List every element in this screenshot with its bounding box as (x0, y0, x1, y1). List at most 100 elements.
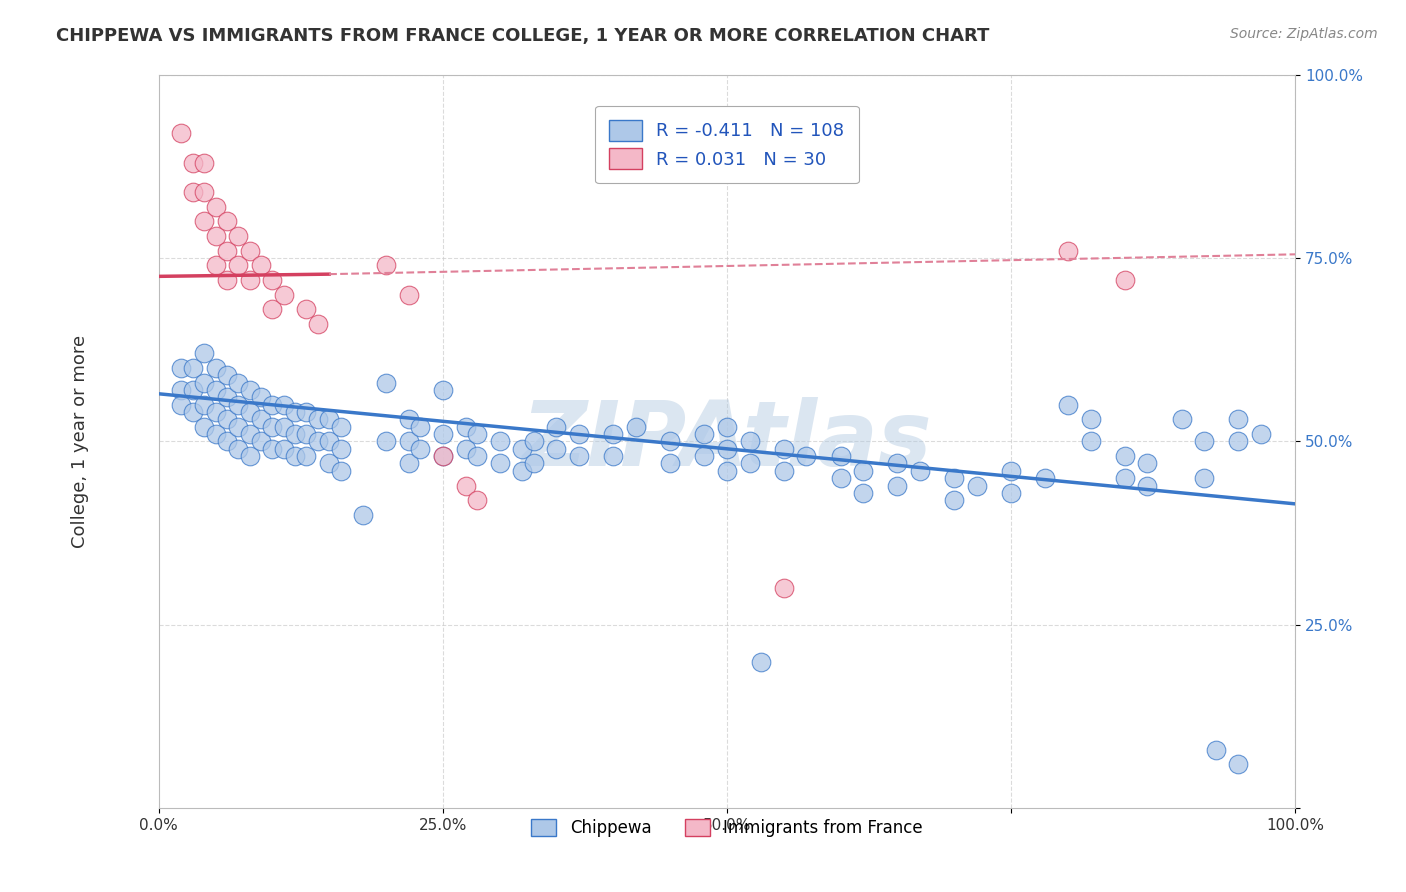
Point (716, 442, 738, 456)
Point (1114, 449, 1136, 463)
Point (1080, 434, 1102, 449)
Point (375, 376, 398, 390)
Point (659, 434, 682, 449)
Point (295, 302, 318, 317)
Point (693, 449, 716, 463)
Point (1057, 398, 1080, 412)
Point (284, 427, 307, 442)
Point (329, 419, 352, 434)
Point (226, 419, 249, 434)
Point (250, 258, 273, 272)
Point (852, 486, 875, 500)
Point (204, 229, 226, 244)
Point (170, 383, 193, 397)
Point (204, 427, 226, 442)
Legend: Chippewa, Immigrants from France: Chippewa, Immigrants from France (524, 813, 929, 844)
Point (830, 471, 852, 485)
Point (250, 412, 273, 426)
Point (307, 412, 329, 426)
Point (170, 398, 193, 412)
Point (1080, 412, 1102, 426)
Point (966, 478, 988, 492)
Text: CHIPPEWA VS IMMIGRANTS FROM FRANCE COLLEGE, 1 YEAR OR MORE CORRELATION CHART: CHIPPEWA VS IMMIGRANTS FROM FRANCE COLLE… (56, 27, 990, 45)
Point (307, 434, 329, 449)
Point (250, 391, 273, 405)
Point (215, 412, 238, 426)
Point (568, 449, 591, 463)
Point (262, 398, 284, 412)
Text: ZIPAtlas: ZIPAtlas (522, 398, 932, 485)
Point (465, 427, 488, 442)
Point (943, 493, 966, 508)
Point (796, 449, 818, 463)
Point (170, 361, 193, 376)
Point (398, 434, 420, 449)
Point (1136, 478, 1159, 492)
Point (1114, 471, 1136, 485)
Point (181, 361, 204, 376)
Point (465, 449, 488, 463)
Point (226, 398, 249, 412)
Point (204, 405, 226, 419)
Point (204, 383, 226, 397)
Point (193, 214, 215, 228)
Point (409, 419, 432, 434)
Point (273, 287, 295, 301)
Point (512, 464, 534, 478)
Point (239, 449, 262, 463)
Point (250, 434, 273, 449)
Point (181, 185, 204, 199)
Point (1114, 273, 1136, 287)
Point (602, 449, 624, 463)
Point (273, 398, 295, 412)
Y-axis label: College, 1 year or more: College, 1 year or more (72, 334, 89, 548)
Point (215, 273, 238, 287)
Point (215, 214, 238, 228)
Point (375, 258, 398, 272)
Point (546, 442, 568, 456)
Point (284, 405, 307, 419)
Point (262, 419, 284, 434)
Point (398, 412, 420, 426)
Point (239, 244, 262, 258)
Point (1250, 427, 1272, 442)
Point (215, 434, 238, 449)
Point (943, 471, 966, 485)
Point (830, 126, 852, 140)
Point (1057, 244, 1080, 258)
Point (170, 126, 193, 140)
Point (772, 464, 794, 478)
Point (307, 317, 329, 331)
Point (1033, 471, 1056, 485)
Point (716, 464, 738, 478)
Point (273, 419, 295, 434)
Point (488, 457, 510, 471)
Point (432, 449, 454, 463)
Point (659, 457, 682, 471)
Point (181, 405, 204, 419)
Point (1194, 434, 1216, 449)
Point (772, 581, 794, 595)
Point (465, 493, 488, 508)
Point (193, 185, 215, 199)
Point (318, 457, 340, 471)
Point (329, 442, 352, 456)
Point (852, 464, 875, 478)
Point (1194, 471, 1216, 485)
Point (375, 434, 398, 449)
Point (262, 442, 284, 456)
Point (318, 412, 340, 426)
Point (523, 434, 546, 449)
Point (1000, 464, 1022, 478)
Point (226, 376, 249, 390)
Point (193, 398, 215, 412)
Point (908, 464, 931, 478)
Point (432, 427, 454, 442)
Point (546, 419, 568, 434)
Point (1205, 743, 1227, 757)
Point (226, 229, 249, 244)
Point (1227, 757, 1250, 772)
Point (830, 449, 852, 463)
Point (886, 457, 908, 471)
Point (193, 346, 215, 360)
